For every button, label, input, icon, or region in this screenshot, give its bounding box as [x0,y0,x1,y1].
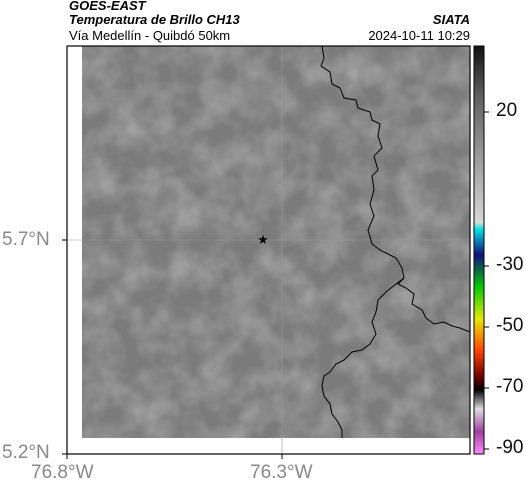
star-icon: ★ [257,233,269,248]
colorbar-label-neg50: -50 [496,315,524,336]
lat-label-5-7: 5.7°N [2,229,50,250]
lon-label-76-8: 76.8°W [31,462,94,483]
coastline [320,46,470,333]
lon-label-76-3: 76.3°W [250,462,313,483]
timestamp-label: 2024-10-11 10:29 [368,28,470,43]
colorbar [474,46,484,454]
organization-label: SIATA [432,12,470,27]
colorbar-label-neg30: -30 [496,254,524,275]
lat-label-5-2: 5.2°N [2,442,50,463]
colorbar-gradient [474,46,484,454]
cloud-texture [82,46,470,438]
product-title: Temperatura de Brillo CH13 [69,12,240,27]
satellite-title: GOES-EAST [69,0,146,13]
colorbar-frame [473,45,485,455]
colorbar-label-neg70: -70 [496,376,524,397]
border-line [321,277,405,438]
colorbar-label-20: 20 [496,100,518,121]
colorbar-label-neg90: -90 [496,437,524,458]
map-frame [66,45,471,455]
region-subtitle: Vía Medellín - Quibdó 50km [69,28,231,43]
